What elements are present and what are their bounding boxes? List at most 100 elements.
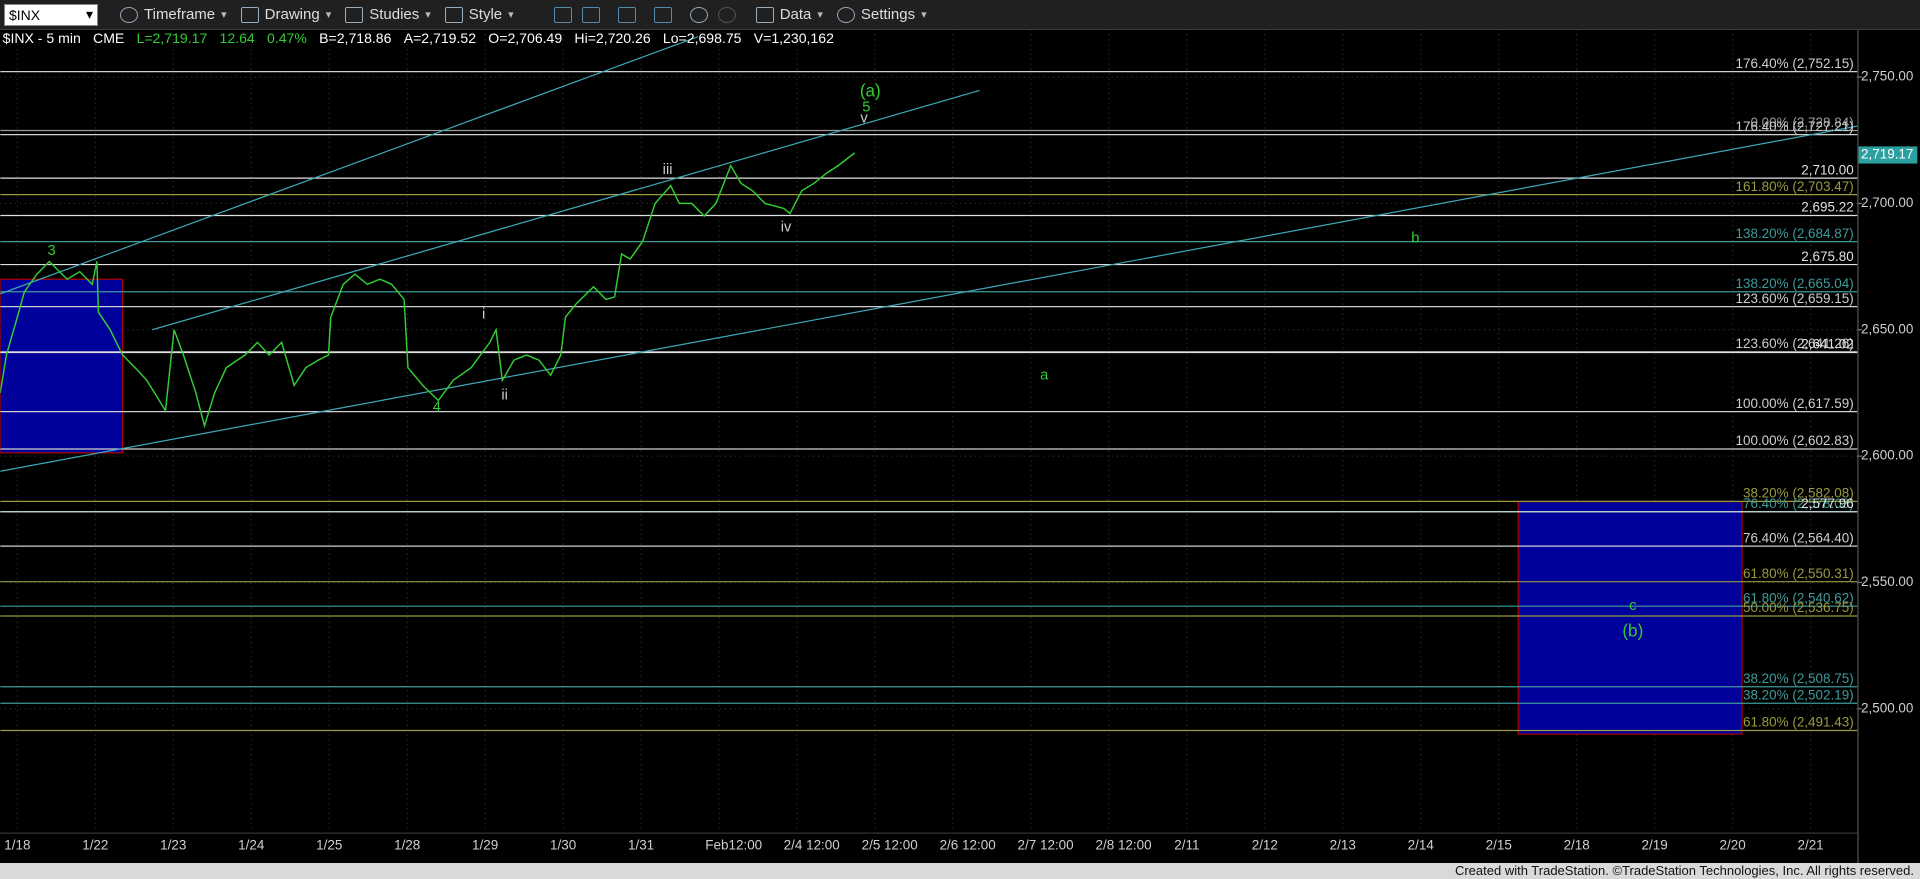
level-label: 176.40% (2,727.21) [1736,119,1854,134]
level-label: 61.80% (2,540.62) [1743,590,1854,605]
level-label: 138.20% (2,684.87) [1736,226,1854,241]
level-label: 138.20% (2,665.04) [1736,276,1854,291]
info-item: O=2,706.49 [488,30,562,46]
x-tick-label: 2/13 [1330,838,1356,853]
x-tick-label: 2/8 12:00 [1096,838,1152,853]
dropdown-arrow: ▾ [85,6,93,22]
x-tick-label: 1/29 [472,838,498,853]
x-tick-label: 2/21 [1797,838,1823,853]
target-box [1517,500,1743,735]
icon [240,6,259,23]
level-label: 161.80% (2,703.47) [1736,179,1854,194]
plot-area [0,29,1858,833]
level-label: 76.40% (2,578.03) [1743,496,1854,511]
tool-icon[interactable] [581,6,600,23]
y-tick-label: 2,550.00 [1861,574,1913,589]
y-tick-label: 2,750.00 [1861,69,1913,84]
wave-label: (b) [1622,620,1643,640]
level-label: 2,710.00 [1801,162,1853,177]
symbol-box[interactable]: $INX ▾ [4,3,98,26]
last-price-marker [1858,146,1918,164]
icon [836,6,855,23]
y-tick-label: 2,650.00 [1861,321,1913,336]
menu-label: Settings [860,6,916,23]
info-item: 0.47% [267,30,307,46]
wave-label: ii [501,387,508,403]
tool-icon[interactable] [653,6,672,23]
info-item: V=1,230,162 [754,30,834,46]
trendline [152,89,980,331]
info-item: Hi=2,720.26 [574,30,650,46]
level-label: 50.00% (2,536.75) [1743,600,1854,615]
level-label: 176.40% (2,752.15) [1736,56,1854,71]
level-label: 2,577.96 [1801,496,1853,511]
menu-timeframe[interactable]: Timeframe [120,6,227,23]
footer-text: Created with TradeStation. ©TradeStation… [1454,863,1914,878]
icon [755,6,774,23]
level-label: 38.20% (2,508.75) [1743,671,1854,686]
level-label: 2,675.80 [1801,249,1853,264]
zoom-out[interactable] [717,6,736,23]
level-label: 38.20% (2,502.19) [1743,688,1854,703]
x-tick-label: 2/4 12:00 [784,838,840,853]
level-label: 123.60% (2,641.26) [1736,336,1854,351]
level-label: 0.00% (2,728.84) [1750,115,1853,130]
wave-label: (a) [860,80,881,100]
level-label: 2,695.22 [1801,200,1853,215]
level-label: 100.00% (2,617.59) [1736,396,1854,411]
level-label: 100.00% (2,602.83) [1736,433,1854,448]
x-tick-label: 1/22 [82,838,108,853]
icon [444,6,463,23]
menu-label: Drawing [264,6,320,23]
y-tick-label: 2,600.00 [1861,448,1913,463]
wave-label: c [1629,598,1636,614]
toolbar: $INX ▾ Timeframe Drawing Studies Style Da… [0,0,1920,30]
wave-label: b [1411,231,1419,247]
x-tick-label: 1/31 [628,838,654,853]
level-label: 61.80% (2,491.43) [1743,715,1854,730]
wave-label: 4 [433,399,441,415]
menu-label: Timeframe [144,6,216,23]
x-tick-label: 1/18 [4,838,30,853]
x-tick-label: 2/19 [1642,838,1668,853]
x-tick-label: 2/20 [1720,838,1746,853]
x-tick-label: 1/25 [316,838,342,853]
menu-label: Style [468,6,503,23]
wave-label: i [482,306,485,322]
menu-settings[interactable]: Settings [836,6,927,23]
info-item: B=2,718.86 [319,30,392,46]
info-item: A=2,719.52 [404,30,477,46]
tool-icon[interactable] [617,6,636,23]
trendline [0,36,699,295]
menu-label: Data [779,6,812,23]
info-item: 12.64 [220,30,255,46]
tool-icon[interactable] [553,6,572,23]
level-label: 2,641.02 [1801,337,1853,352]
x-tick-label: 1/24 [238,838,265,853]
x-tick-label: 1/23 [160,838,186,853]
icon [345,6,364,23]
x-tick-label: 1/28 [394,838,420,853]
x-tick-label: Feb12:00 [705,838,762,853]
menu-drawing[interactable]: Drawing [240,6,332,23]
x-tick-label: 2/12 [1252,838,1278,853]
zoom-in[interactable] [689,6,708,23]
x-tick-label: 1/30 [550,838,576,853]
level-label: 123.60% (2,659.15) [1736,291,1854,306]
wave-label: v [860,111,868,127]
x-tick-label: 2/7 12:00 [1018,838,1074,853]
target-box [0,278,124,454]
info-item: L=2,719.17 [137,30,208,46]
footer: Created with TradeStation. ©TradeStation… [0,863,1920,879]
icon [120,6,138,23]
level-label: 61.80% (2,550.31) [1743,566,1854,581]
menu-style[interactable]: Style [444,6,514,23]
info-item: $INX - 5 min [3,30,81,46]
level-label: 76.40% (2,564.40) [1743,530,1854,545]
menu-data[interactable]: Data [755,6,823,23]
symbol: $INX [9,6,41,23]
menu-studies[interactable]: Studies [345,6,431,23]
